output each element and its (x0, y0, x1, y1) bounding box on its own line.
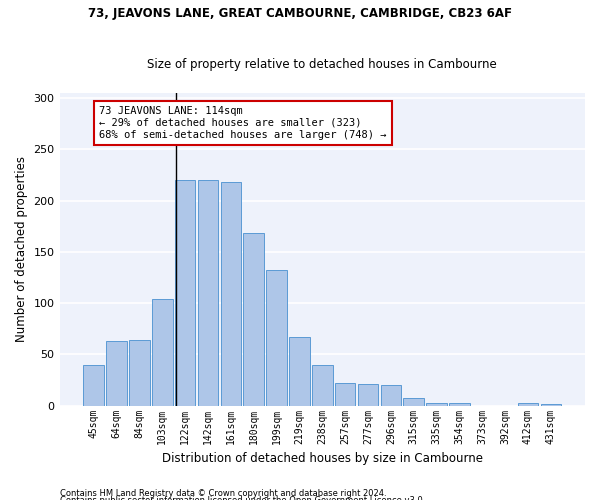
Bar (335, 383, 355, 406)
Bar (152, 299, 173, 406)
X-axis label: Distribution of detached houses by size in Cambourne: Distribution of detached houses by size … (162, 452, 483, 465)
Bar (266, 270, 287, 406)
Text: 73 JEAVONS LANE: 114sqm
← 29% of detached houses are smaller (323)
68% of semi-d: 73 JEAVONS LANE: 114sqm ← 29% of detache… (100, 106, 387, 140)
Bar (518, 402, 538, 406)
Bar (83, 364, 104, 406)
Text: Contains HM Land Registry data © Crown copyright and database right 2024.: Contains HM Land Registry data © Crown c… (60, 488, 386, 498)
Bar (403, 398, 424, 406)
Text: Contains public sector information licensed under the Open Government Licence v3: Contains public sector information licen… (60, 496, 425, 500)
Bar (221, 182, 241, 406)
Bar (449, 402, 470, 406)
Bar (244, 234, 264, 406)
Bar (541, 404, 561, 406)
Bar (175, 180, 196, 406)
Bar (380, 385, 401, 406)
Title: Size of property relative to detached houses in Cambourne: Size of property relative to detached ho… (148, 58, 497, 71)
Bar (198, 180, 218, 406)
Bar (129, 340, 150, 406)
Bar (106, 341, 127, 406)
Y-axis label: Number of detached properties: Number of detached properties (15, 156, 28, 342)
Bar (426, 402, 447, 406)
Bar (289, 337, 310, 406)
Bar (312, 364, 332, 406)
Text: 73, JEAVONS LANE, GREAT CAMBOURNE, CAMBRIDGE, CB23 6AF: 73, JEAVONS LANE, GREAT CAMBOURNE, CAMBR… (88, 8, 512, 20)
Bar (358, 384, 378, 406)
